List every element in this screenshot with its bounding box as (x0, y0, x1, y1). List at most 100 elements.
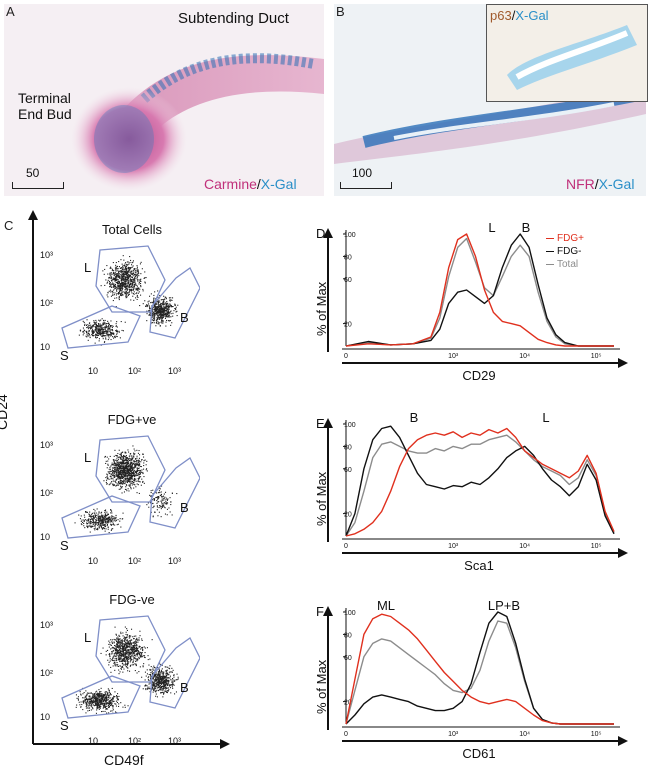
facs-event-dot (125, 295, 127, 297)
facs-event-dot (89, 327, 91, 329)
facs-event-dot (169, 687, 171, 689)
facs-event-dot (143, 456, 145, 458)
facs-event-dot (109, 455, 111, 457)
facs-event-dot (91, 526, 93, 528)
facs-event-dot (120, 654, 122, 656)
facs-event-dot (124, 289, 126, 291)
facs-event-dot (168, 674, 170, 676)
facs-event-dot (134, 450, 136, 452)
facs-event-dot (159, 313, 161, 315)
facs-event-dot (156, 319, 158, 321)
facs-event-dot (85, 690, 87, 692)
facs-event-dot (158, 317, 160, 319)
facs-event-dot (153, 319, 155, 321)
facs-event-dot (107, 460, 109, 462)
facs-event-dot (136, 461, 138, 463)
facs-event-dot (110, 518, 112, 520)
facs-event-dot (137, 478, 139, 480)
facs-event-dot (122, 635, 124, 637)
facs-event-dot (157, 501, 159, 503)
gate-label: L (84, 450, 91, 465)
facs-event-dot (159, 687, 161, 689)
facs-event-dot (102, 695, 104, 697)
facs-event-dot (126, 282, 128, 284)
facs-event-dot (114, 462, 116, 464)
facs-event-dot (120, 473, 122, 475)
facs-event-dot (116, 297, 118, 299)
facs-event-dot (116, 282, 118, 284)
facs-event-dot (140, 476, 142, 478)
facs-event-dot (160, 671, 162, 673)
facs-event-dot (120, 526, 122, 528)
facs-event-dot (86, 698, 88, 700)
facs-event-dot (86, 324, 88, 326)
facs-event-dot (124, 706, 126, 708)
facs-event-dot (163, 677, 165, 679)
facs-event-dot (102, 330, 104, 332)
facs-event-dot (143, 460, 145, 462)
facs-event-dot (147, 687, 149, 689)
facs-event-dot (156, 310, 158, 312)
facs-event-dot (90, 700, 92, 702)
facs-event-dot (133, 460, 135, 462)
facs-event-dot (165, 672, 167, 674)
facs-event-dot (159, 674, 161, 676)
facs-event-dot (109, 705, 111, 707)
facs-event-dot (130, 461, 132, 463)
facs-event-dot (128, 484, 130, 486)
facs-event-dot (119, 638, 121, 640)
facs-event-dot (116, 330, 118, 332)
facs-event-dot (136, 470, 138, 472)
facs-event-dot (133, 657, 135, 659)
facs-event-dot (136, 285, 138, 287)
facs-event-dot (95, 325, 97, 327)
facs-event-dot (107, 528, 109, 530)
facs-event-dot (114, 288, 116, 290)
facs-event-dot (97, 696, 99, 698)
facs-event-dot (107, 702, 109, 704)
facs-event-dot (124, 471, 126, 473)
facs-event-dot (114, 278, 116, 280)
facs-event-dot (128, 270, 130, 272)
facs-event-dot (85, 324, 87, 326)
facs-event-dot (172, 669, 174, 671)
legend-line (546, 263, 554, 265)
facs-event-dot (163, 315, 165, 317)
facs-event-dot (104, 519, 106, 521)
facs-event-dot (131, 628, 133, 630)
facs-event-dot (111, 327, 113, 329)
facs-event-dot (130, 299, 132, 301)
facs-event-dot (144, 277, 146, 279)
facs-event-dot (126, 472, 128, 474)
facs-event-dot (122, 279, 124, 281)
facs-event-dot (153, 316, 155, 318)
facs-event-dot (87, 326, 89, 328)
facs-event-dot (167, 677, 169, 679)
facs-event-dot (133, 483, 135, 485)
facs-event-dot (92, 522, 94, 524)
facs-event-dot (96, 697, 98, 699)
facs-event-dot (130, 664, 132, 666)
facs-event-dot (92, 515, 94, 517)
facs-event-dot (113, 285, 115, 287)
facs-event-dot (114, 649, 116, 651)
facs-event-dot (116, 292, 118, 294)
facs-event-dot (159, 689, 161, 691)
facs-event-dot (127, 294, 129, 296)
facs-event-dot (149, 295, 151, 297)
facs-event-dot (104, 693, 106, 695)
facs-event-dot (165, 501, 167, 503)
facs-event-dot (95, 334, 97, 336)
facs-event-dot (127, 472, 129, 474)
facs-event-dot (116, 456, 118, 458)
facs-event-dot (123, 637, 125, 639)
facs-event-dot (138, 282, 140, 284)
facs-event-dot (170, 305, 172, 307)
facs-event-dot (150, 293, 152, 295)
facs-event-dot (85, 712, 87, 714)
facs-event-dot (97, 694, 99, 696)
facs-plot-title: FDG-ve (109, 592, 155, 607)
facs-event-dot (126, 287, 128, 289)
facs-event-dot (138, 291, 140, 293)
facs-event-dot (105, 650, 107, 652)
